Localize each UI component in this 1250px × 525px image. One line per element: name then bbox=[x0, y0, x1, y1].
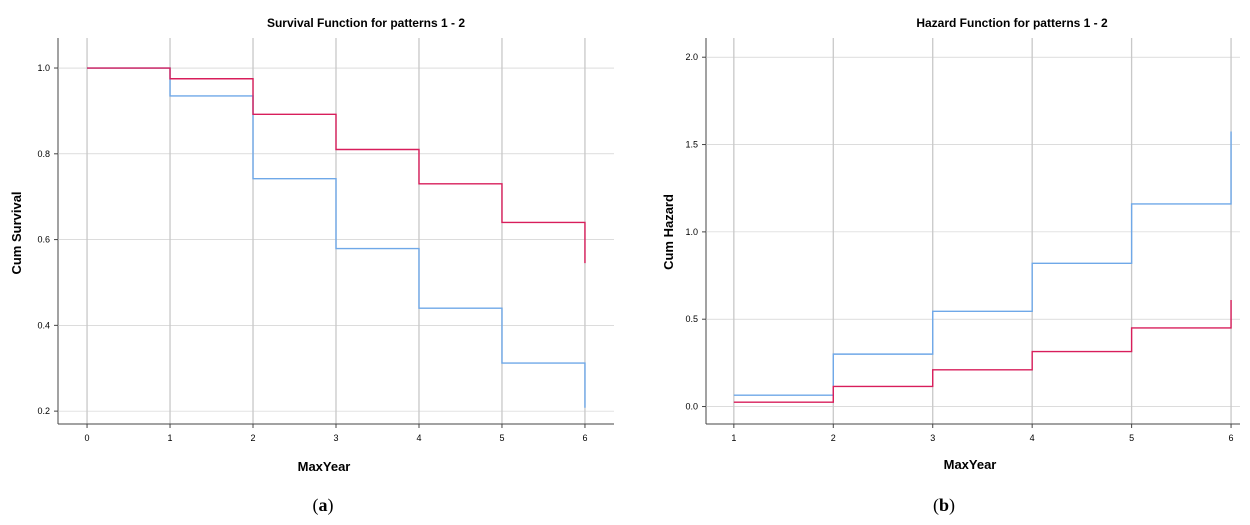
x-tick-label: 3 bbox=[333, 433, 338, 443]
y-tick-label: 1.0 bbox=[37, 63, 50, 73]
x-tick-label: 1 bbox=[731, 433, 736, 443]
y-tick-label: 0.0 bbox=[685, 402, 698, 412]
x-tick-label: 4 bbox=[1030, 433, 1035, 443]
x-axis-label: MaxYear bbox=[944, 457, 997, 472]
y-tick-label: 0.5 bbox=[685, 314, 698, 324]
survival-chart: Survival Function for patterns 1 - 2 Max… bbox=[9, 16, 614, 516]
y-tick-label: 0.4 bbox=[37, 320, 50, 330]
y-tick-label: 0.6 bbox=[37, 235, 50, 245]
x-tick-label: 3 bbox=[930, 433, 935, 443]
y-axis-label: Cum Hazard bbox=[661, 194, 676, 270]
series-line-2 bbox=[733, 299, 1232, 403]
x-tick-label: 1 bbox=[168, 433, 173, 443]
caption-letter: b bbox=[939, 495, 949, 515]
x-tick-label: 2 bbox=[251, 433, 256, 443]
caption-open: ( bbox=[933, 495, 939, 516]
y-axis-label: Cum Survival bbox=[9, 191, 24, 274]
hazard-chart: Hazard Function for patterns 1 - 2 MaxYe… bbox=[661, 16, 1240, 516]
series-line-1 bbox=[87, 67, 586, 408]
chart-title: Hazard Function for patterns 1 - 2 bbox=[916, 16, 1108, 30]
caption-b: (b) bbox=[933, 495, 955, 516]
y-tick-label: 0.8 bbox=[37, 149, 50, 159]
caption-close: ) bbox=[949, 495, 955, 516]
x-tick-label: 6 bbox=[582, 433, 587, 443]
series-line-2 bbox=[87, 67, 586, 264]
x-tick-label: 2 bbox=[831, 433, 836, 443]
y-tick-label: 2.0 bbox=[685, 52, 698, 62]
plot-area: 0.0 0.5 1.0 1.5 2.0 1 2 3 4 5 6 bbox=[685, 38, 1240, 443]
x-tick-label: 6 bbox=[1229, 433, 1234, 443]
caption-a: (a) bbox=[313, 495, 334, 516]
y-tick-label: 1.5 bbox=[685, 140, 698, 150]
y-tick-label: 1.0 bbox=[685, 227, 698, 237]
x-tick-label: 5 bbox=[1129, 433, 1134, 443]
x-tick-label: 4 bbox=[416, 433, 421, 443]
x-axis-label: MaxYear bbox=[298, 459, 351, 474]
chart-title: Survival Function for patterns 1 - 2 bbox=[267, 16, 465, 30]
series-line-1 bbox=[733, 131, 1232, 396]
caption-open: ( bbox=[313, 495, 319, 516]
plot-area: 0.2 0.4 0.6 0.8 1.0 0 1 2 3 4 5 6 bbox=[37, 38, 614, 443]
y-tick-label: 0.2 bbox=[37, 406, 50, 416]
caption-close: ) bbox=[328, 495, 334, 516]
caption-letter: a bbox=[319, 495, 328, 515]
x-tick-label: 0 bbox=[85, 433, 90, 443]
x-tick-label: 5 bbox=[499, 433, 504, 443]
